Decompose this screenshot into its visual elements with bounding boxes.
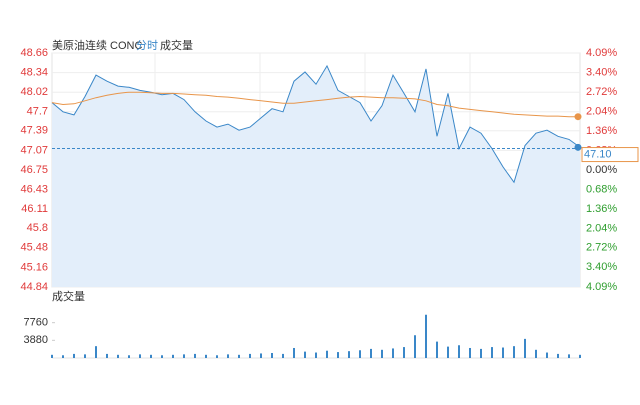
- y-tick-label: 46.75: [20, 164, 48, 176]
- y-tick-label: 47.39: [20, 125, 48, 137]
- y2-tick-label: 2.72%: [586, 242, 617, 254]
- volume-bar: [73, 353, 75, 358]
- y2-tick-label: 2.04%: [586, 106, 617, 118]
- volume-bar: [469, 347, 471, 358]
- volume-bar: [458, 345, 460, 358]
- y-tick-label: 46.11: [21, 203, 48, 215]
- volume-bar: [249, 353, 251, 358]
- volume-bar: [403, 347, 405, 358]
- volume-bar: [172, 354, 174, 358]
- volume-bar: [293, 347, 295, 358]
- volume-bar: [535, 349, 537, 358]
- price-tag: [581, 147, 639, 163]
- end-dot: [574, 113, 582, 121]
- y-tick-label: 45.48: [20, 242, 48, 254]
- volume-bar: [216, 355, 218, 358]
- volume-bar: [436, 341, 438, 358]
- volume-bar: [271, 352, 273, 358]
- volume-bar: [183, 354, 185, 358]
- volume-bar: [51, 354, 53, 358]
- volume-bar: [513, 346, 515, 358]
- volume-bar: [425, 314, 427, 358]
- line: [51, 91, 580, 118]
- volume-bar: [62, 355, 64, 358]
- y-tick-label: 45.8: [27, 222, 48, 234]
- volume-bar: [117, 354, 119, 358]
- y2-tick-label: 1.36%: [586, 125, 617, 137]
- volume-bar: [568, 354, 570, 358]
- volume-bar: [282, 353, 284, 358]
- volume-bar: [304, 351, 306, 358]
- y-tick-label: 48.34: [20, 67, 48, 79]
- volume-bar: [315, 352, 317, 358]
- volume-bar: [557, 353, 559, 358]
- volume-bar: [447, 346, 449, 358]
- y-tick-label: 48.66: [20, 47, 48, 59]
- y-tick-label: 44.84: [20, 281, 48, 293]
- volume-bar: [128, 355, 130, 358]
- volume-bar: [392, 348, 394, 358]
- chart-title: 美原油连续 CONC: [52, 38, 142, 52]
- volume-bar: [524, 338, 526, 358]
- y-tick-label: 48.02: [20, 86, 48, 98]
- y-tick-label: 45.16: [20, 261, 48, 273]
- volume-bar: [150, 354, 152, 358]
- volume-bar: [139, 354, 141, 358]
- volume-bar: [546, 352, 548, 358]
- end-dot: [574, 143, 582, 151]
- volume-bar: [84, 354, 86, 358]
- y-tick-label: 7760: [24, 317, 48, 329]
- y-tick-label: 46.43: [20, 184, 48, 196]
- volume-bar: [381, 349, 383, 358]
- area: [52, 65, 580, 288]
- volume-bar: [337, 352, 339, 358]
- y2-tick-label: 2.04%: [586, 222, 617, 234]
- y2-tick-label: 4.09%: [586, 47, 617, 59]
- y2-tick-label: 1.36%: [586, 203, 617, 215]
- volume-bar: [95, 346, 97, 358]
- volume-bar: [414, 335, 416, 358]
- volume-bar: [480, 348, 482, 358]
- volume-bar: [326, 350, 328, 358]
- y-tick-label: 47.7: [27, 106, 48, 118]
- volume-bar: [106, 353, 108, 358]
- tab[interactable]: 成交量: [160, 38, 193, 52]
- volume-title: 成交量: [52, 289, 85, 303]
- y2-tick-label: 3.40%: [586, 261, 617, 273]
- volume-bar: [491, 347, 493, 358]
- volume-bar: [161, 355, 163, 358]
- y2-tick-label: 0.68%: [586, 183, 617, 195]
- volume-bar: [194, 353, 196, 358]
- y2-tick-label: 3.40%: [586, 67, 617, 79]
- volume-bar: [205, 354, 207, 358]
- volume-bar: [579, 354, 581, 358]
- volume-bar: [260, 353, 262, 358]
- y2-tick-label: 0.00%: [586, 164, 617, 176]
- y2-tick-label: 2.72%: [586, 86, 617, 98]
- volume-bar: [502, 347, 504, 358]
- y-tick-label: 3880: [24, 334, 48, 346]
- y-tick-label: 47.07: [20, 144, 48, 156]
- volume-bar: [370, 348, 372, 358]
- volume-bar: [348, 351, 350, 358]
- volume-bar: [359, 350, 361, 358]
- volume-bar: [227, 354, 229, 358]
- price-tag-label: 47.10: [584, 148, 612, 160]
- tab[interactable]: 分时: [136, 39, 158, 52]
- volume-bar: [238, 354, 240, 358]
- y2-tick-label: 4.09%: [586, 281, 617, 293]
